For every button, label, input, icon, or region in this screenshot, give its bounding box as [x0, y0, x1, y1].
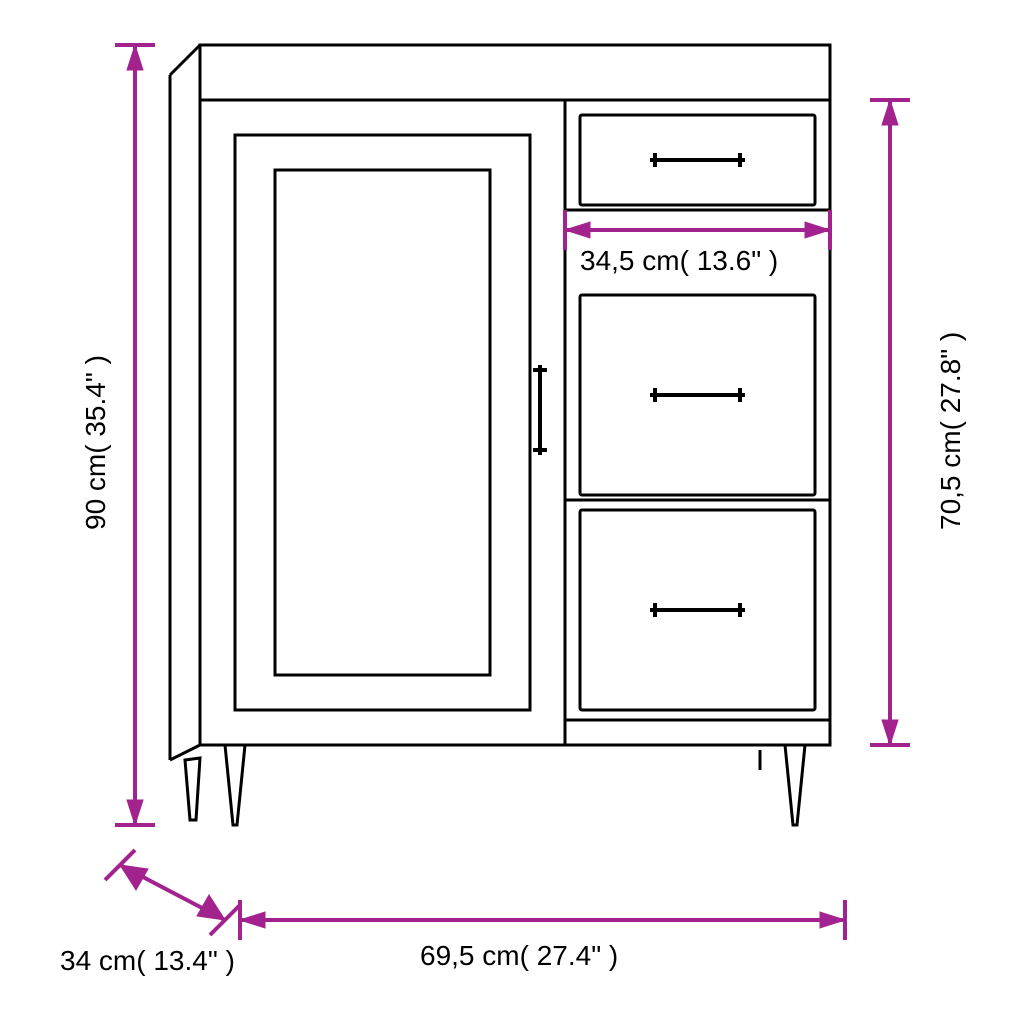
- dimension-lines: [105, 45, 910, 940]
- dim-height-total: [115, 45, 155, 825]
- label-depth: 34 cm( 13.4" ): [60, 945, 235, 976]
- dim-depth: [105, 850, 240, 935]
- dim-drawer-height: [870, 100, 910, 745]
- label-height-total: 90 cm( 35.4" ): [80, 355, 111, 530]
- label-width: 69,5 cm( 27.4" ): [420, 940, 618, 971]
- dimension-diagram: 90 cm( 35.4" ) 70,5 cm( 27.8" ) 34,5 cm(…: [0, 0, 1024, 1024]
- label-drawer-height: 70,5 cm( 27.8" ): [935, 332, 966, 530]
- dim-drawer-width: [565, 210, 830, 250]
- furniture-outline: [170, 45, 830, 825]
- dim-width: [240, 900, 845, 940]
- label-drawer-width: 34,5 cm( 13.6" ): [580, 245, 778, 276]
